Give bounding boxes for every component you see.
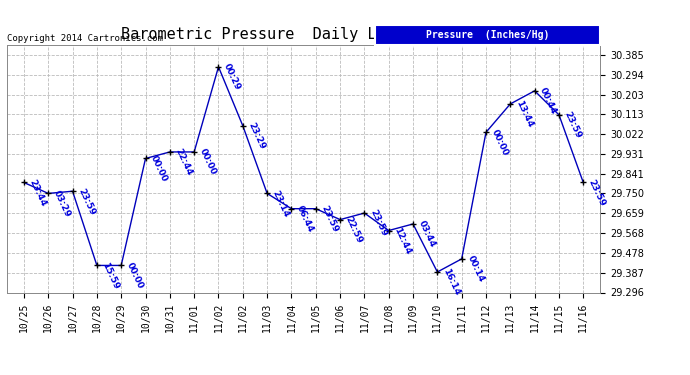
- Text: 13:44: 13:44: [514, 99, 534, 129]
- Text: 22:44: 22:44: [173, 147, 194, 177]
- Text: 23:59: 23:59: [319, 204, 339, 234]
- Text: 23:59: 23:59: [562, 110, 583, 140]
- Title: Barometric Pressure  Daily Low  20141117: Barometric Pressure Daily Low 20141117: [121, 27, 486, 42]
- Text: 15:59: 15:59: [101, 261, 121, 291]
- Text: 03:29: 03:29: [52, 189, 72, 219]
- FancyBboxPatch shape: [375, 25, 600, 45]
- Text: 00:00: 00:00: [198, 147, 218, 177]
- Text: 23:59: 23:59: [587, 178, 607, 208]
- Text: 00:00: 00:00: [490, 128, 510, 157]
- Text: 23:14: 23:14: [270, 189, 291, 219]
- Text: 03:44: 03:44: [417, 219, 437, 249]
- Text: 22:59: 22:59: [344, 215, 364, 245]
- Text: 00:29: 00:29: [222, 62, 242, 92]
- Text: 23:59: 23:59: [76, 186, 97, 216]
- Text: 16:14: 16:14: [441, 267, 462, 297]
- Text: 23:44: 23:44: [28, 178, 48, 208]
- Text: 12:44: 12:44: [393, 226, 413, 256]
- Text: 00:00: 00:00: [149, 154, 169, 183]
- Text: Copyright 2014 Cartronics.com: Copyright 2014 Cartronics.com: [7, 33, 163, 42]
- Text: 06:44: 06:44: [295, 204, 315, 234]
- Text: Pressure  (Inches/Hg): Pressure (Inches/Hg): [426, 30, 549, 40]
- Text: 00:00: 00:00: [125, 261, 145, 290]
- Text: 00:14: 00:14: [465, 254, 486, 284]
- Text: 23:29: 23:29: [246, 121, 267, 151]
- Text: 23:59: 23:59: [368, 209, 388, 238]
- Text: 00:44: 00:44: [538, 86, 558, 116]
